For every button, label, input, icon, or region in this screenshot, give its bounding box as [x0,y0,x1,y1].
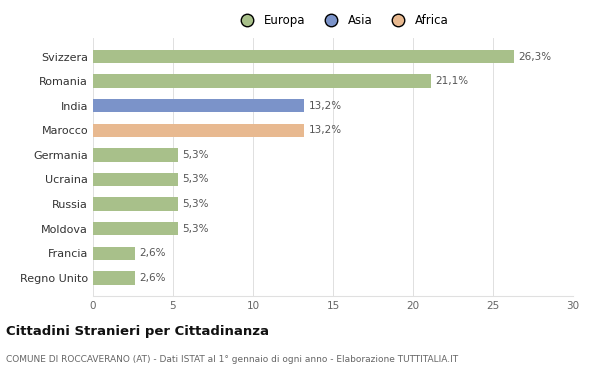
Text: 5,3%: 5,3% [182,224,209,234]
Text: 26,3%: 26,3% [518,52,552,62]
Bar [93,124,304,137]
Bar [93,222,178,236]
Bar [93,50,514,63]
Bar [93,148,178,162]
Text: 21,1%: 21,1% [436,76,469,86]
Text: 5,3%: 5,3% [182,199,209,209]
Bar [93,247,134,260]
Text: 2,6%: 2,6% [139,248,166,258]
Bar [93,74,431,88]
Bar [93,197,178,211]
Bar [93,173,178,186]
Legend: Europa, Asia, Africa: Europa, Asia, Africa [230,10,454,32]
Text: 5,3%: 5,3% [182,174,209,185]
Bar [93,99,304,112]
Text: 13,2%: 13,2% [309,101,342,111]
Text: Cittadini Stranieri per Cittadinanza: Cittadini Stranieri per Cittadinanza [6,325,269,338]
Text: COMUNE DI ROCCAVERANO (AT) - Dati ISTAT al 1° gennaio di ogni anno - Elaborazion: COMUNE DI ROCCAVERANO (AT) - Dati ISTAT … [6,355,458,364]
Bar [93,271,134,285]
Text: 13,2%: 13,2% [309,125,342,135]
Text: 5,3%: 5,3% [182,150,209,160]
Text: 2,6%: 2,6% [139,273,166,283]
